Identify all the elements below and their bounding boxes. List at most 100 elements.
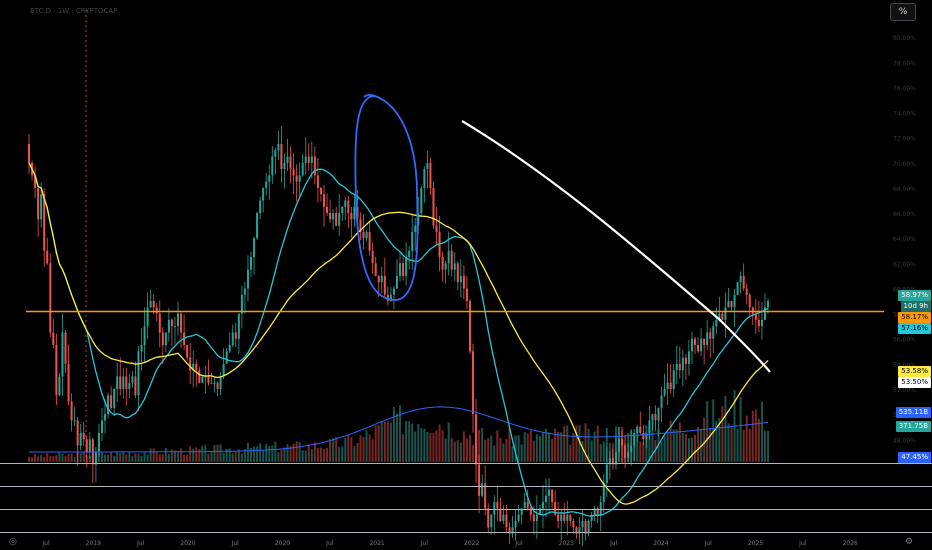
candle-body (143, 326, 146, 346)
volume-bar (706, 401, 709, 462)
y-tick-label: 66.00% (893, 211, 916, 218)
candle-body (198, 370, 201, 383)
y-tick-label: 72.00% (893, 136, 916, 143)
candle-body (222, 363, 225, 377)
candle-body (721, 313, 724, 320)
candle-body (122, 376, 125, 390)
volume-bar (757, 419, 760, 462)
volume-bar (268, 446, 271, 462)
x-tick-label: 2019 (86, 540, 101, 547)
candle-body (52, 332, 55, 346)
volume-bar (183, 454, 186, 462)
volume-bar (465, 438, 468, 462)
volume-bar (402, 434, 405, 462)
volume-bar (189, 446, 192, 462)
volume-bar (240, 453, 243, 462)
candle-body (517, 514, 520, 521)
volume-bar (201, 445, 204, 462)
candle-body (201, 376, 204, 383)
candle-body (529, 508, 532, 515)
volume-bar (572, 433, 575, 462)
pane-divider[interactable] (0, 486, 932, 487)
candle-body (173, 326, 176, 328)
candle-body (599, 502, 602, 515)
candle-body (55, 345, 58, 396)
candle-body (496, 502, 499, 509)
pane-divider[interactable] (0, 509, 932, 510)
candle-body (633, 432, 636, 446)
volume-bar (508, 427, 511, 462)
candle-body (76, 420, 79, 446)
candle-body (408, 250, 411, 258)
candle-body (645, 432, 648, 440)
candle-body (578, 527, 581, 534)
volume-bar (237, 449, 240, 462)
volume-bar (751, 410, 754, 462)
volume-bar (581, 440, 584, 462)
candle-body (739, 275, 742, 283)
volume-bar (326, 448, 329, 462)
candle-body (395, 275, 398, 289)
percent-scale-button[interactable]: % (890, 3, 916, 21)
volume-bar (222, 452, 225, 462)
gear-icon[interactable]: ⚙ (905, 537, 914, 547)
volume-bar (277, 452, 280, 462)
compass-icon[interactable]: ◎ (9, 537, 17, 547)
candle-body (97, 432, 100, 452)
candle-body (605, 464, 608, 484)
candle-body (569, 514, 572, 521)
candle-body (274, 150, 277, 157)
candle-body (490, 514, 493, 528)
volume-bar (110, 451, 113, 462)
candle-body (313, 156, 316, 176)
volume-bar (681, 432, 684, 462)
volume-bar (283, 447, 286, 462)
candle-body (152, 301, 155, 308)
price-badge: 53.58% (898, 366, 931, 377)
candle-body (40, 194, 43, 220)
volume-bar (262, 450, 265, 462)
candle-body (459, 275, 462, 283)
pane-divider[interactable] (0, 532, 932, 533)
candle-body (465, 288, 468, 302)
price-badge: 53.50% (898, 377, 931, 388)
candle-body (566, 514, 569, 521)
price-badge: 47.45% (898, 452, 931, 463)
volume-bar (170, 449, 173, 462)
x-tick-label: 2025 (748, 540, 763, 547)
volume-bar (672, 429, 675, 462)
candle-body (113, 389, 116, 408)
candle-body (28, 143, 30, 163)
volume-bar (420, 428, 423, 462)
candle-body (195, 363, 198, 371)
overlays (26, 10, 884, 517)
candle-body (712, 326, 715, 339)
volume-bar (386, 421, 389, 462)
volume-bar (697, 426, 700, 462)
volume-bar (52, 455, 55, 462)
x-tick-label: 2020 (275, 540, 290, 547)
volume-bar (712, 399, 715, 462)
candle-body (237, 313, 240, 339)
candle-body (590, 514, 593, 521)
candle-body (544, 495, 547, 503)
volume-bar (131, 456, 134, 462)
volume-bar (551, 439, 554, 462)
volume-bar (234, 451, 237, 462)
price-badge: 58.17% (898, 312, 931, 323)
volume-bar (322, 449, 325, 462)
candle-body (307, 156, 310, 163)
candle-body (551, 489, 554, 503)
volume-bar (246, 443, 249, 462)
volume-bar (450, 438, 453, 462)
candle-body (678, 363, 681, 371)
pane-divider[interactable] (0, 463, 932, 464)
candle-body (79, 432, 82, 446)
volume-bar (666, 433, 669, 462)
volume-bar (748, 428, 751, 462)
volume-bar (335, 437, 338, 462)
candle-body (438, 231, 441, 258)
volume-bar (383, 421, 386, 462)
volume-bar (371, 439, 374, 462)
